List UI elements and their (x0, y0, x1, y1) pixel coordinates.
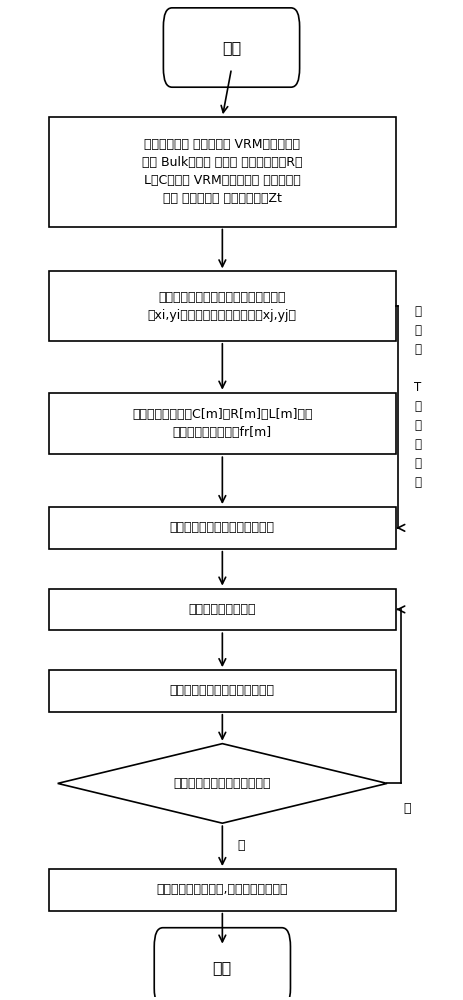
Text: 否: 否 (404, 802, 411, 815)
Text: 电容器参数输入：C[m]、R[m]、L[m]并计
算电容器自谐振频率fr[m]: 电容器参数输入：C[m]、R[m]、L[m]并计 算电容器自谐振频率fr[m] (132, 408, 313, 439)
FancyBboxPatch shape (154, 928, 290, 1000)
Text: 电源地平面初始化：输入电源端口位置
（xi,yi），输入芯片端口位置（xj,yj）: 电源地平面初始化：输入电源端口位置 （xi,yi），输入芯片端口位置（xj,yj… (148, 291, 297, 322)
Text: 添置去耦电容器个数: 添置去耦电容器个数 (188, 603, 256, 616)
Bar (49, 670, 396, 712)
Text: 输出优化后阻抗曲线,记录使用电容数目: 输出优化后阻抗曲线,记录使用电容数目 (156, 883, 288, 896)
Text: 计算初始电源分配网络的阻抗値: 计算初始电源分配网络的阻抗値 (170, 521, 275, 534)
Text: 频段内：实际阻抗＜目标阻抗: 频段内：实际阻抗＜目标阻抗 (174, 777, 271, 790)
Text: 是: 是 (237, 839, 244, 852)
Bar (49, 589, 396, 630)
Bar (49, 507, 396, 549)
Text: 计算实际电源分配网络的阻抗値: 计算实际电源分配网络的阻抗値 (170, 684, 275, 697)
FancyBboxPatch shape (163, 8, 300, 87)
Bar (49, 869, 396, 911)
Bar (49, 271, 396, 341)
Bar (49, 393, 396, 454)
Text: 结束: 结束 (213, 960, 232, 975)
Text: 转
化
成
 
T
型
阻
抗
网
络: 转 化 成 T 型 阻 抗 网 络 (414, 305, 421, 489)
Bar (49, 117, 396, 227)
Polygon shape (58, 744, 387, 823)
Text: 参数预处理： 频段范围， VRM等效阻抗参
数， Bulk电容， 过孔、 封装引线等效R、
L、C参数， VRM工作电压， 芯片工作电
流， 纹波系数， 计算目: 参数预处理： 频段范围， VRM等效阻抗参 数， Bulk电容， 过孔、 封装引… (142, 138, 303, 205)
Text: 开始: 开始 (222, 40, 241, 55)
